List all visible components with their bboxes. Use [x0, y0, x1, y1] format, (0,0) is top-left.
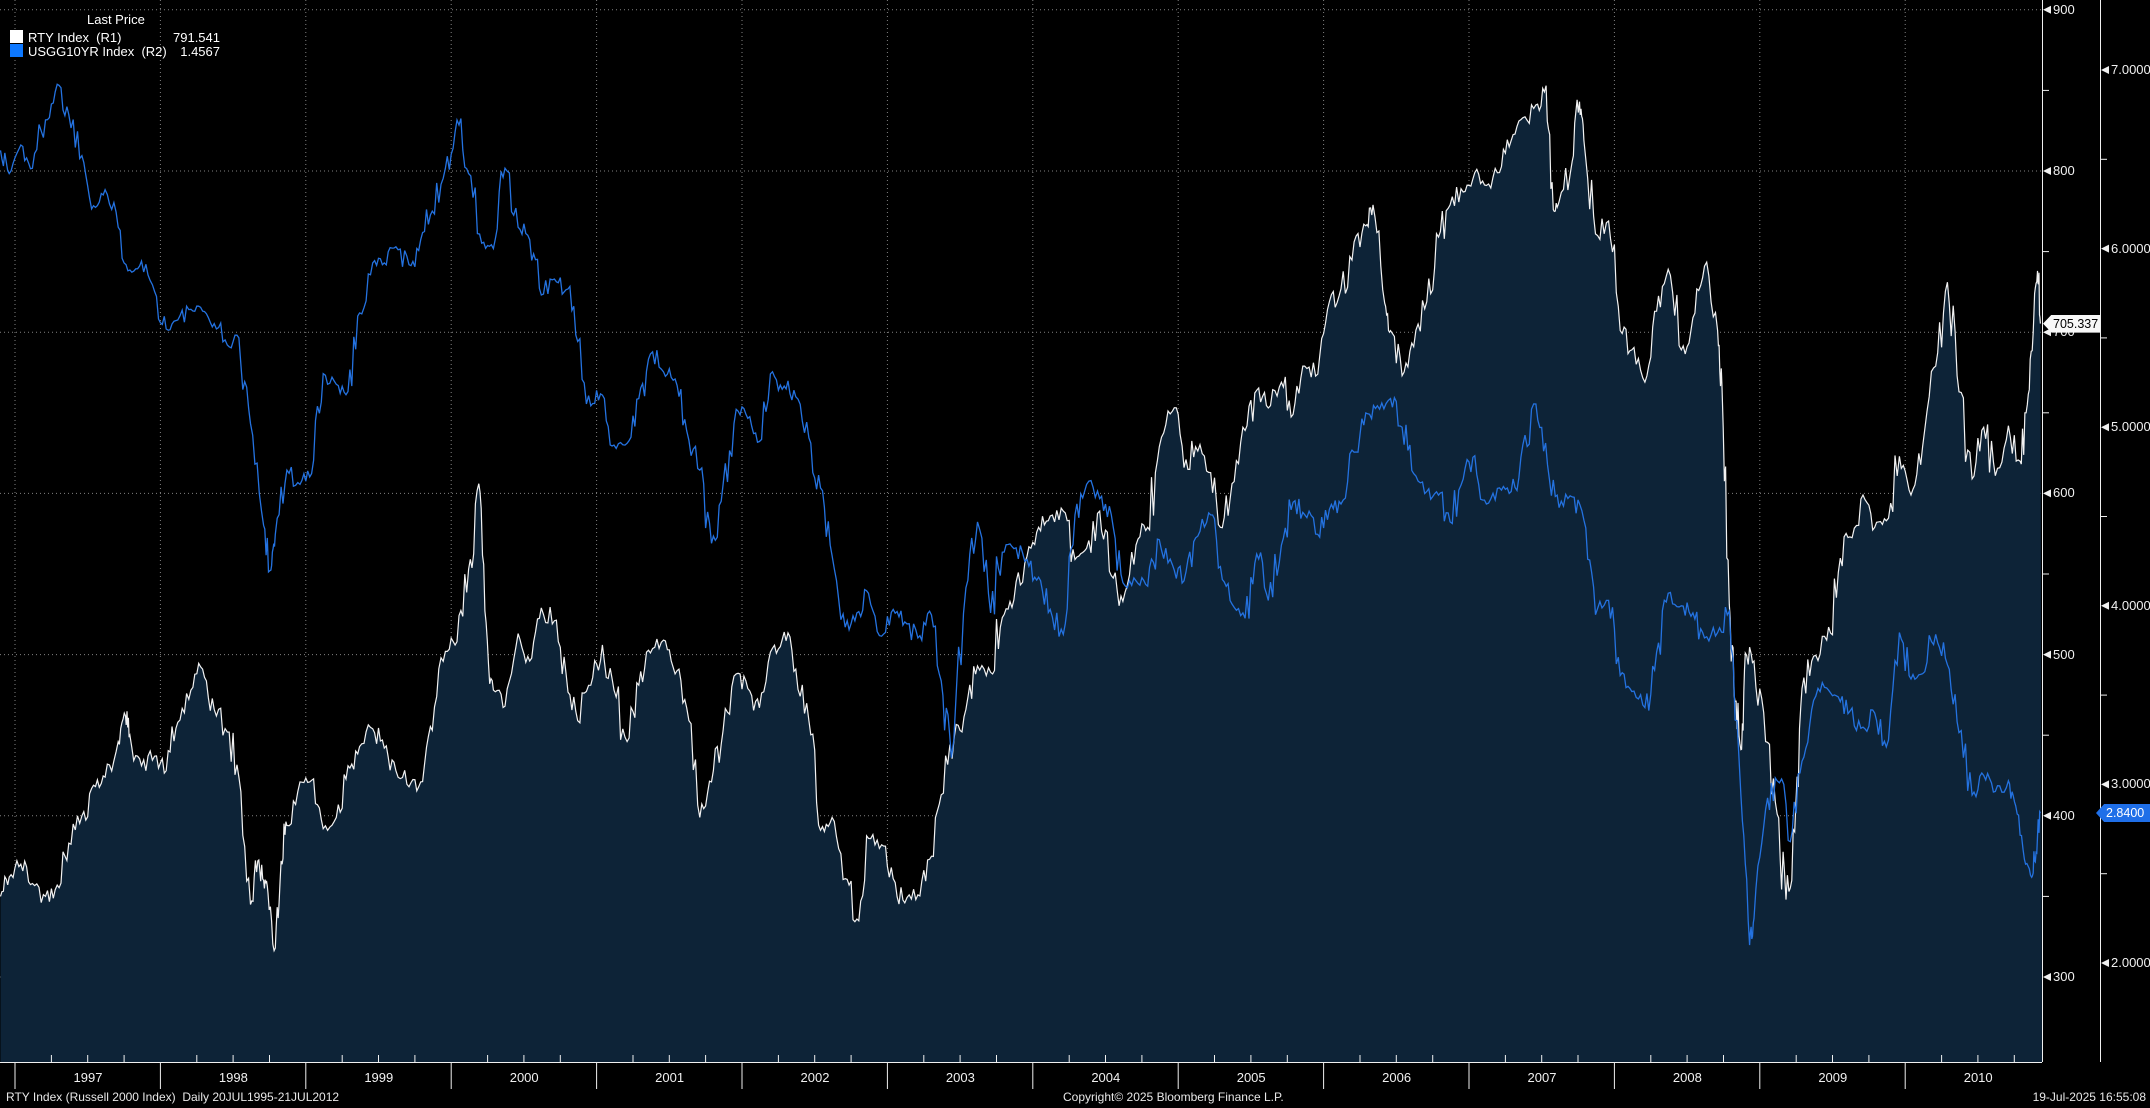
legend-label-rty: RTY Index (R1)	[28, 30, 122, 45]
status-bar: RTY Index (Russell 2000 Index) Daily 20J…	[0, 1090, 2150, 1108]
legend-label-usgg10yr: USGG10YR Index (R2)	[28, 44, 167, 59]
x-axis-year-label: 2010	[1963, 1070, 1993, 1085]
r2-axis-tick-label: 3.0000	[2111, 776, 2150, 792]
r2-axis-tick-label: 5.0000	[2111, 419, 2150, 435]
r1-axis-tick-label: 400	[2053, 807, 2075, 823]
r2-axis-tick-label: 7.0000	[2111, 62, 2150, 77]
legend-title: Last Price	[87, 12, 145, 27]
x-axis-year-label: 2000	[509, 1070, 539, 1085]
r1-axis-tick-label: 500	[2053, 646, 2075, 662]
legend-row-rty[interactable]: RTY Index (R1) 791.541	[0, 30, 230, 45]
r2-axis-tick-label: 2.0000	[2111, 955, 2150, 970]
x-axis-year-label: 2007	[1527, 1070, 1557, 1085]
x-axis-year-label: 2002	[800, 1070, 830, 1085]
x-axis-year-label: 2008	[1672, 1070, 1702, 1085]
x-axis-year-label: 2003	[945, 1070, 975, 1085]
r2-axis-tick-label: 6.0000	[2111, 240, 2150, 256]
x-axis-year-label: 2005	[1236, 1070, 1266, 1085]
r1-axis-tick-label: 600	[2053, 485, 2075, 501]
chart-plot-area[interactable]	[0, 0, 2042, 1062]
usgg10yr-last-price-tag: 2.8400	[2096, 803, 2150, 822]
usgg10yr-swatch-icon	[10, 44, 23, 57]
security-description-text: RTY Index (Russell 2000 Index) Daily 20J…	[6, 1090, 340, 1104]
r1-axis-tick-label: 900	[2053, 1, 2075, 17]
x-axis-year-label: 2009	[1818, 1070, 1848, 1085]
x-axis-year-label: 2004	[1091, 1070, 1121, 1085]
x-axis-year-label: 2006	[1382, 1070, 1412, 1085]
copyright-text: Copyright© 2025 Bloomberg Finance L.P.	[1063, 1090, 1284, 1104]
x-axis-year-label: 1998	[218, 1070, 248, 1085]
r2-axis-tick-label: 4.0000	[2111, 597, 2150, 613]
x-axis-year-label: 1999	[364, 1070, 394, 1085]
r1-axis-tick-label: 800	[2053, 163, 2075, 178]
x-axis-year-label: 2001	[655, 1070, 685, 1085]
legend-value-usgg10yr: 1.4567	[180, 44, 220, 59]
legend-value-rty: 791.541	[173, 30, 220, 45]
rty-swatch-icon	[10, 30, 23, 43]
x-axis-year-label: 1997	[73, 1070, 103, 1085]
rty-last-price-tag: 705.337	[2043, 314, 2100, 333]
legend-row-usgg10yr[interactable]: USGG10YR Index (R2) 1.4567	[0, 44, 230, 59]
timestamp-text: 19-Jul-2025 16:55:08	[2032, 1090, 2146, 1104]
r1-axis-tick-label: 300	[2053, 969, 2075, 984]
